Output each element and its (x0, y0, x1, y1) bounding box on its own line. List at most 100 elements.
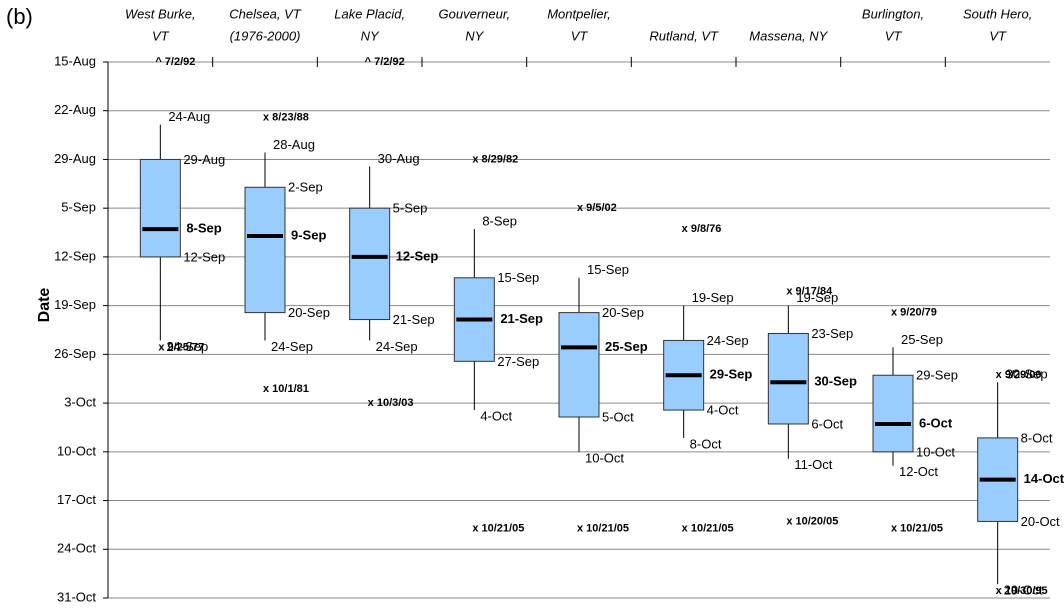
y-tick-label: 15-Aug (54, 53, 96, 68)
outlier: x 8/23/88 (263, 112, 309, 124)
q3-label: 4-Oct (707, 402, 739, 417)
whisker-label: 30-Aug (378, 151, 420, 166)
outlier: x 9/20/79 (891, 307, 937, 319)
q1-label: 23-Sep (811, 326, 853, 341)
off-scale-outlier: ^ 7/2/92 (155, 56, 195, 68)
y-tick-label: 26-Sep (54, 346, 96, 361)
category-label: Lake Placid, (334, 6, 405, 21)
median-label: 6-Oct (919, 415, 953, 430)
outlier: x 10/20/05 (786, 515, 838, 527)
category-label: VT (571, 28, 589, 43)
median-label: 25-Sep (605, 339, 648, 354)
category-label: South Hero, (963, 6, 1032, 21)
box (244, 186, 286, 314)
category-label: NY (465, 28, 484, 43)
category-label: VT (989, 28, 1007, 43)
outlier: x 10/30/95 (996, 585, 1048, 597)
outlier: x 9/17/84 (786, 286, 833, 298)
whisker-label: 24-Aug (168, 109, 210, 124)
outlier: x 10/3/03 (368, 397, 414, 409)
whisker-label: 10-Oct (585, 450, 624, 465)
outlier: x 10/21/05 (891, 522, 943, 534)
q3-label: 12-Sep (183, 249, 225, 264)
off-scale-outlier: ^ 7/2/92 (365, 56, 405, 68)
panel-label: (b) (6, 4, 33, 29)
q3-label: 6-Oct (811, 416, 843, 431)
y-tick-label: 24-Oct (57, 541, 96, 556)
median-label: 8-Sep (186, 221, 221, 236)
median-label: 21-Sep (500, 311, 543, 326)
whisker-label: 11-Oct (794, 457, 832, 472)
box (139, 158, 181, 258)
y-tick-label: 31-Oct (57, 589, 96, 604)
category-label: Chelsea, VT (229, 6, 302, 21)
q1-label: 8-Oct (1021, 430, 1053, 445)
category-label: Massena, NY (749, 28, 828, 43)
whisker-label: 4-Oct (480, 408, 512, 423)
y-axis-label: Date (36, 288, 53, 323)
median-label: 12-Sep (396, 248, 439, 263)
y-tick-label: 10-Oct (57, 443, 96, 458)
y-tick-label: 3-Oct (64, 395, 96, 410)
category-label: Rutland, VT (649, 28, 719, 43)
q1-label: 5-Sep (393, 201, 428, 216)
category-label: VT (152, 28, 170, 43)
outlier: x 10/21/05 (577, 522, 629, 534)
whisker-label: 30-Sep (1006, 367, 1048, 382)
y-tick-label: 5-Sep (61, 200, 96, 215)
q1-label: 24-Sep (707, 333, 749, 348)
whisker-label: 8-Sep (482, 214, 517, 229)
whisker-label: 8-Oct (690, 436, 722, 451)
q3-label: 20-Oct (1021, 514, 1060, 529)
whisker-label: 24-Sep (271, 339, 313, 354)
category-label: Burlington, (862, 6, 924, 21)
q1-label: 20-Sep (602, 305, 644, 320)
q3-label: 21-Sep (393, 312, 435, 327)
outlier: x 9/5/02 (577, 202, 617, 214)
whisker-label: 24-Sep (166, 339, 208, 354)
outlier: x 10/21/05 (472, 522, 524, 534)
median-label: 14-Oct (1024, 471, 1064, 486)
box (872, 374, 914, 453)
median-label: 9-Sep (291, 227, 326, 242)
category-label: Gouverneur, (439, 6, 511, 21)
whisker-label: 28-Aug (273, 137, 315, 152)
outlier: x 9/8/76 (682, 223, 722, 235)
whisker-label: 12-Oct (899, 464, 938, 479)
q3-label: 27-Sep (497, 354, 539, 369)
category-label: Montpelier, (547, 6, 611, 21)
y-tick-label: 17-Oct (57, 492, 96, 507)
median-label: 30-Sep (814, 374, 857, 389)
outlier: x 10/1/81 (263, 383, 309, 395)
category-label: NY (361, 28, 380, 43)
outlier: x 9/25/77 (158, 341, 204, 353)
q3-label: 20-Sep (288, 305, 330, 320)
box (558, 312, 600, 418)
y-tick-label: 19-Sep (54, 297, 96, 312)
y-tick-label: 22-Aug (54, 102, 96, 117)
whisker-label: 19-Sep (692, 290, 734, 305)
whisker-label: 25-Sep (901, 332, 943, 347)
outlier: x 8/29/82 (472, 153, 518, 165)
whisker-label: 15-Sep (587, 262, 629, 277)
outlier: x 10/21/05 (682, 522, 734, 534)
median-label: 29-Sep (710, 367, 753, 382)
whisker-label: 19-Sep (796, 290, 838, 305)
q1-label: 29-Sep (916, 368, 958, 383)
category-label: (1976-2000) (230, 28, 301, 43)
whisker-label: 29-Oct (1004, 583, 1043, 598)
q1-label: 15-Sep (497, 270, 539, 285)
outlier: x 9/29/00 (996, 369, 1042, 381)
q3-label: 5-Oct (602, 409, 634, 424)
q1-label: 2-Sep (288, 180, 323, 195)
y-tick-label: 12-Sep (54, 248, 96, 263)
q1-label: 29-Aug (183, 152, 225, 167)
box (767, 332, 809, 425)
box (349, 207, 391, 321)
y-tick-label: 29-Aug (54, 151, 96, 166)
q3-label: 10-Oct (916, 444, 955, 459)
category-label: VT (885, 28, 903, 43)
category-label: West Burke, (125, 6, 196, 21)
whisker-label: 24-Sep (376, 339, 418, 354)
